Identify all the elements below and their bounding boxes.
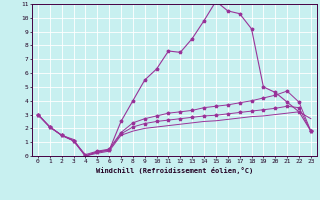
X-axis label: Windchill (Refroidissement éolien,°C): Windchill (Refroidissement éolien,°C) [96, 167, 253, 174]
